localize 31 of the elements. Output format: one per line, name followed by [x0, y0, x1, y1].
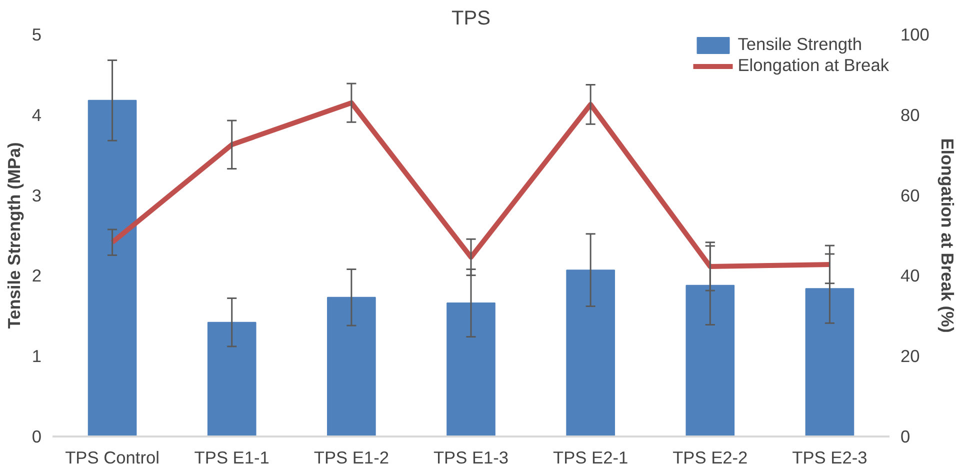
x-tick-label: TPS E1-3 [433, 448, 509, 468]
bar [327, 296, 376, 436]
y-axis-title: Tensile Strength (MPa) [4, 142, 24, 329]
y-tick-label: 2 [32, 266, 42, 286]
legend-label: Tensile Strength [738, 34, 862, 55]
x-tick-label: TPS E1-1 [194, 448, 270, 468]
bar [207, 322, 256, 436]
y-tick-label: 4 [32, 104, 42, 125]
y2-tick-label: 60 [900, 185, 920, 206]
legend-label: Elongation at Break [738, 55, 889, 76]
bar [566, 270, 615, 436]
y2-tick-label: 40 [900, 266, 920, 286]
bar [446, 302, 496, 436]
x-tick-label: TPS E2-3 [792, 448, 868, 468]
x-tick-label: TPS E2-2 [672, 448, 748, 468]
y-tick-label: 0 [32, 426, 42, 446]
x-tick-label: TPS Control [65, 448, 160, 468]
x-tick-label: TPS E1-2 [314, 448, 389, 468]
y-tick-label: 1 [32, 346, 42, 366]
y2-tick-label: 100 [900, 24, 930, 44]
y2-tick-label: 20 [900, 346, 920, 366]
chart-title: TPS [452, 8, 490, 30]
y-tick-label: 3 [32, 185, 42, 206]
bar [686, 284, 735, 436]
x-tick-label: TPS E2-1 [553, 448, 628, 468]
y2-axis-title: Elongation at Break (%) [937, 138, 958, 333]
y2-tick-label: 80 [900, 104, 920, 125]
y2-tick-label: 0 [900, 426, 910, 446]
y-tick-label: 5 [32, 24, 42, 44]
bar [88, 100, 137, 436]
bar [805, 288, 854, 436]
